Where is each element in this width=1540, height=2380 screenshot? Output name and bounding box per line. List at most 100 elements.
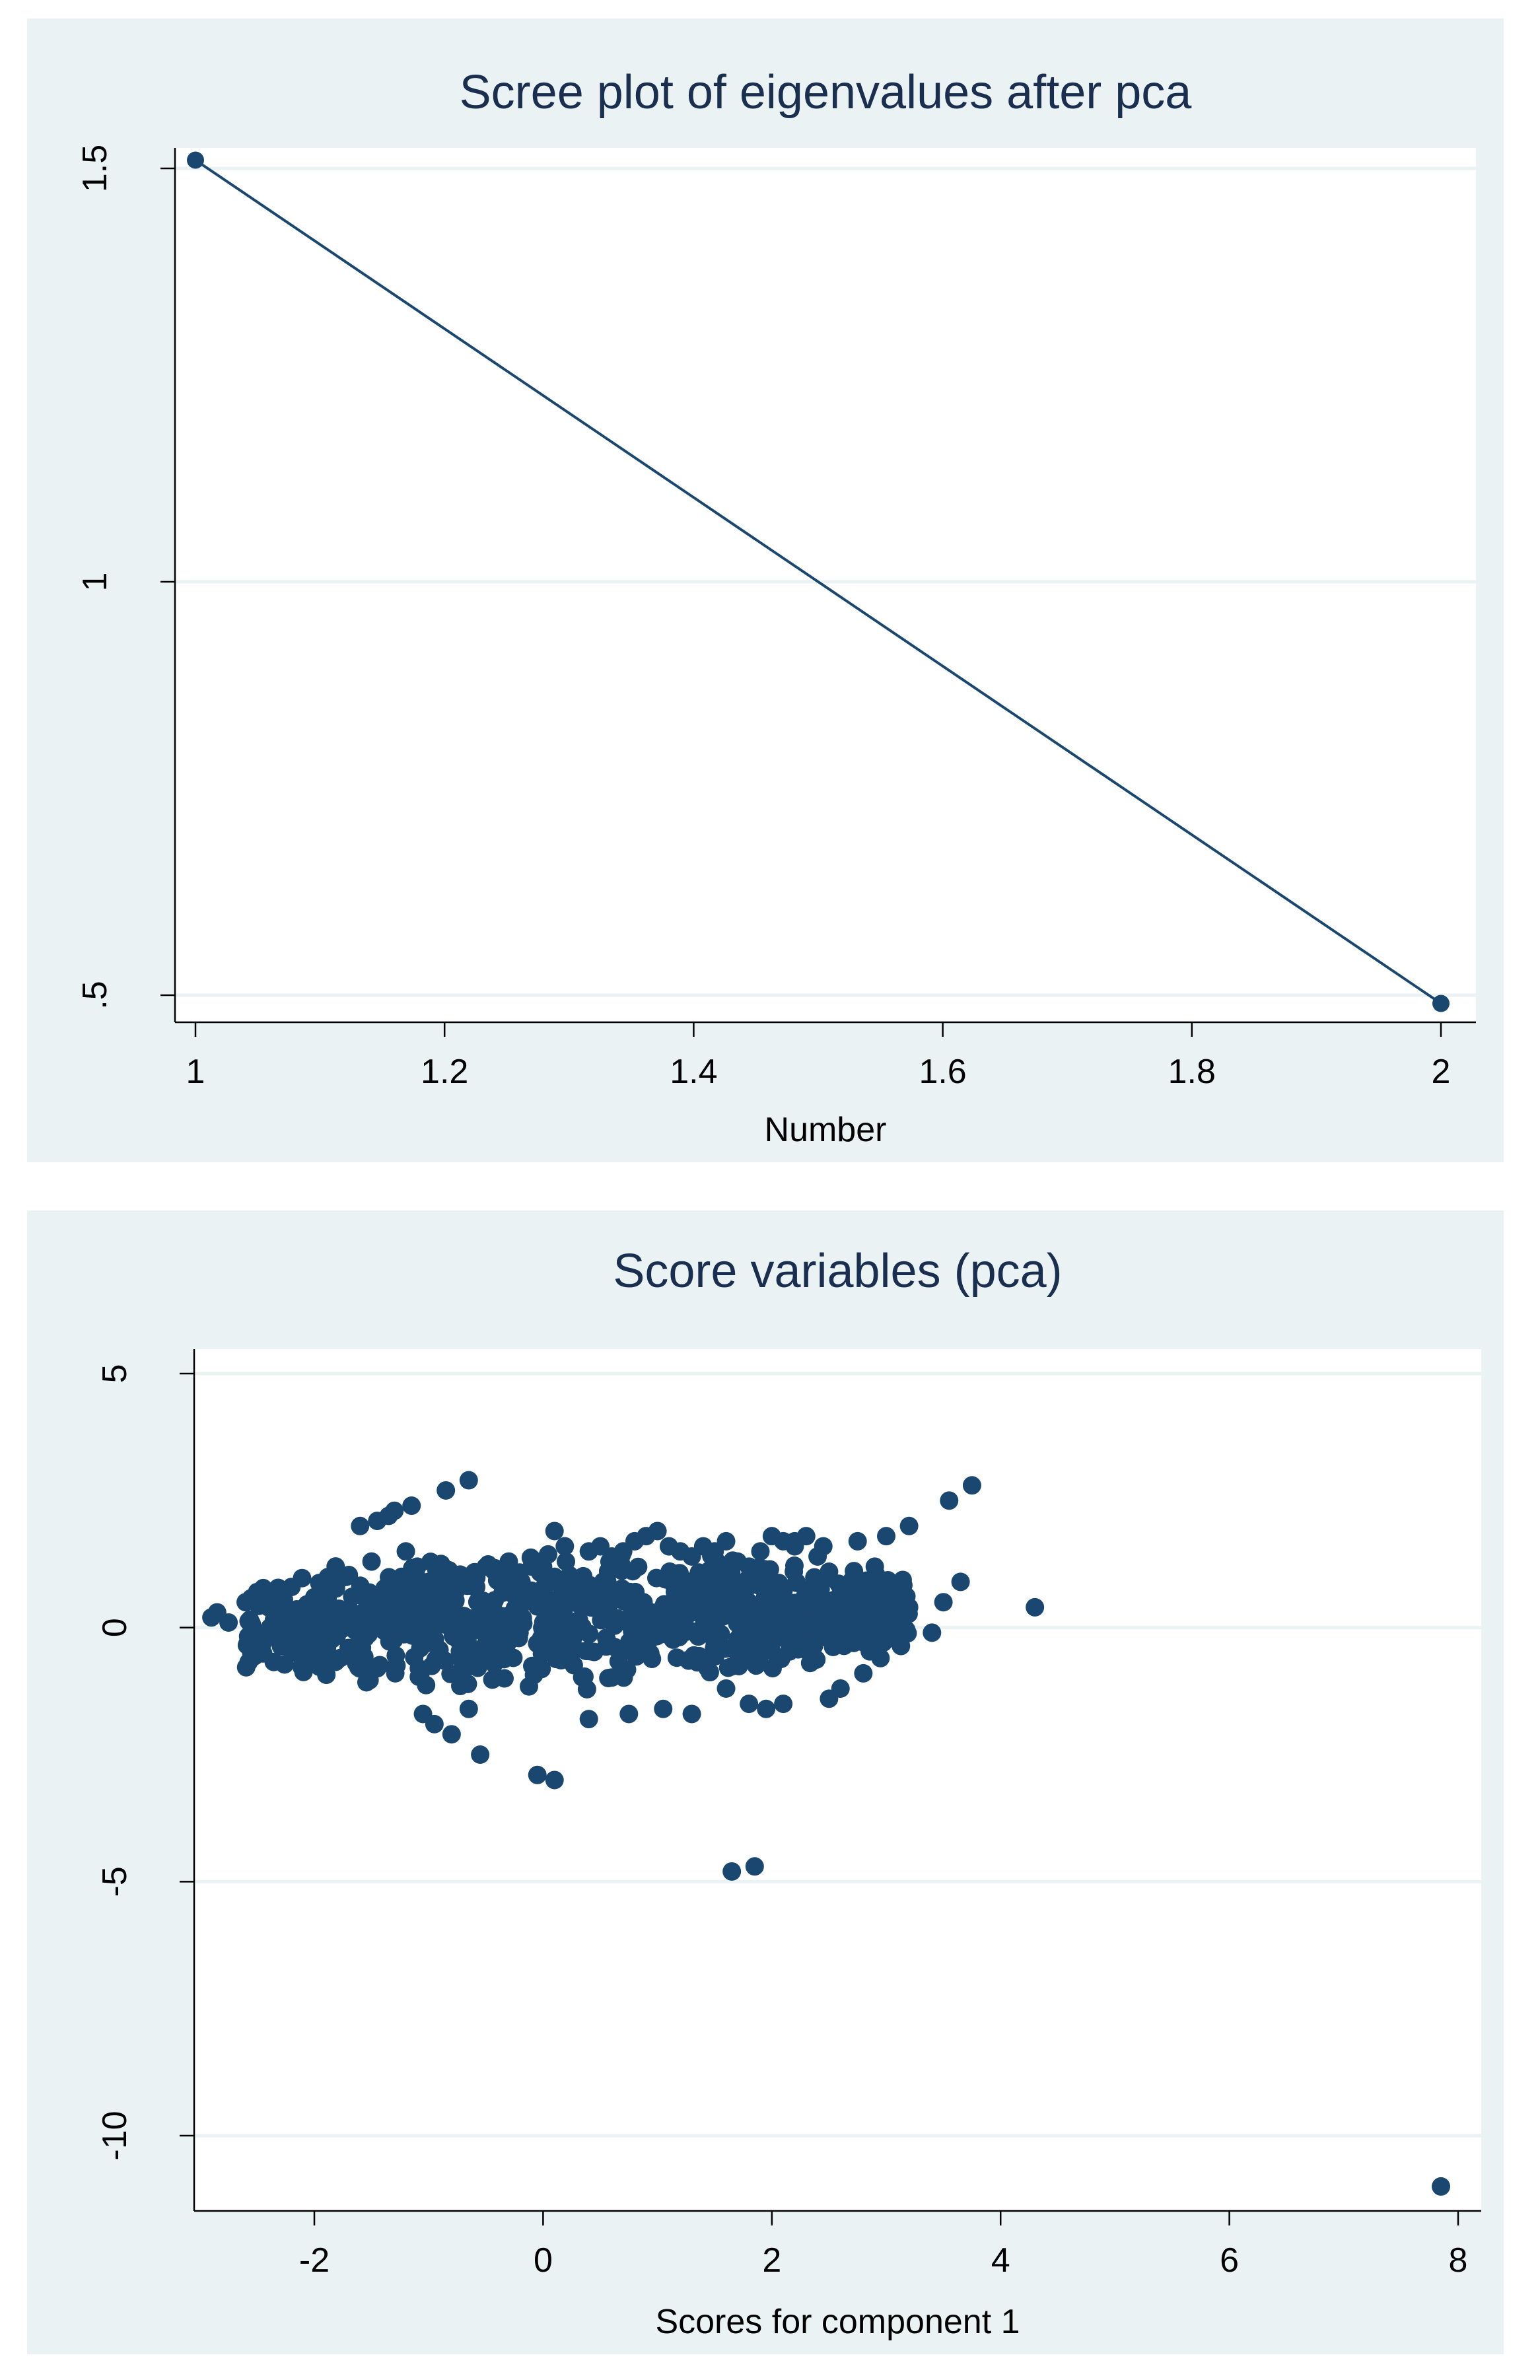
data-point xyxy=(187,151,204,169)
data-point xyxy=(892,1636,911,1656)
data-point xyxy=(686,1577,705,1596)
data-point xyxy=(248,1582,267,1601)
data-point xyxy=(575,1667,594,1686)
data-point xyxy=(357,1673,376,1692)
data-point xyxy=(820,1562,839,1582)
data-point xyxy=(755,1560,774,1579)
data-point xyxy=(745,1857,764,1876)
data-point xyxy=(321,1622,340,1641)
data-point xyxy=(962,1476,981,1495)
data-point xyxy=(923,1623,942,1642)
data-point xyxy=(572,1593,591,1613)
plot-area xyxy=(194,1349,1481,2211)
data-point xyxy=(385,1501,404,1520)
data-point xyxy=(275,1655,294,1674)
data-point xyxy=(248,1623,267,1642)
data-point xyxy=(705,1638,724,1658)
data-point xyxy=(951,1572,970,1592)
data-point xyxy=(723,1656,742,1675)
data-point xyxy=(553,1601,573,1620)
data-point xyxy=(466,1611,485,1630)
data-point xyxy=(351,1633,370,1652)
data-point xyxy=(899,1516,919,1535)
data-point xyxy=(458,1628,477,1647)
data-point xyxy=(853,1597,872,1617)
data-point xyxy=(757,1699,776,1718)
data-point xyxy=(717,1679,736,1698)
data-point xyxy=(774,1695,793,1714)
data-point xyxy=(649,1625,668,1644)
data-point xyxy=(343,1587,362,1606)
data-point xyxy=(419,1609,438,1628)
scree-plot-chart: .5 1 1.5 1 1.2 1.4 1.6 1.8 2 Scree plot of eigenv… xyxy=(76,66,1476,1149)
data-point xyxy=(622,1615,641,1634)
data-point xyxy=(485,1654,504,1673)
x-tick-label: 1.4 xyxy=(670,1053,717,1091)
data-point xyxy=(573,1617,592,1636)
data-point xyxy=(407,1557,427,1576)
data-point xyxy=(854,1572,873,1592)
data-point xyxy=(698,1591,717,1610)
data-point xyxy=(877,1527,895,1546)
data-point xyxy=(679,1650,698,1669)
data-point xyxy=(682,1704,701,1724)
data-point xyxy=(362,1552,381,1571)
data-point xyxy=(437,1481,456,1500)
score-scatter-chart: -10 -5 0 5 -2 0 2 4 6 8 Score variables (pca) Score… xyxy=(96,1245,1481,2341)
data-point xyxy=(665,1578,684,1597)
data-point xyxy=(629,1597,648,1616)
data-point xyxy=(785,1556,804,1575)
x-tick-label: 1.6 xyxy=(919,1053,966,1091)
data-point xyxy=(711,1625,730,1644)
data-point xyxy=(545,1770,564,1790)
data-point xyxy=(465,1578,484,1597)
score-plot-panel: -10 -5 0 5 -2 0 2 4 6 8 Score variables (pca) Score… xyxy=(27,1210,1504,2354)
data-point xyxy=(528,1765,547,1784)
data-point xyxy=(641,1644,660,1663)
data-point xyxy=(740,1695,759,1714)
data-point xyxy=(831,1679,850,1698)
data-point xyxy=(807,1650,826,1669)
data-point xyxy=(812,1602,831,1621)
data-point xyxy=(678,1595,697,1614)
x-tick-label: 1.8 xyxy=(1168,1053,1216,1091)
data-point xyxy=(1432,995,1450,1012)
scree-plot-panel: .5 1 1.5 1 1.2 1.4 1.6 1.8 2 Scree plot of eigenv… xyxy=(27,18,1504,1162)
data-point xyxy=(648,1522,667,1541)
data-point xyxy=(453,1652,472,1671)
data-point xyxy=(219,1613,238,1632)
data-point xyxy=(934,1593,953,1612)
data-point xyxy=(940,1491,959,1510)
y-tick-label: 5 xyxy=(96,1364,134,1383)
data-point xyxy=(600,1593,619,1613)
data-point xyxy=(785,1531,804,1551)
data-point xyxy=(545,1522,564,1541)
data-point xyxy=(347,1608,366,1627)
y-tick-label: -5 xyxy=(96,1866,134,1897)
data-point xyxy=(617,1640,637,1660)
x-tick-label: 1.2 xyxy=(421,1053,468,1091)
data-point xyxy=(540,1633,559,1652)
data-point xyxy=(282,1578,301,1597)
data-point xyxy=(328,1572,347,1592)
y-tick-label: 1 xyxy=(76,573,114,592)
data-point xyxy=(1026,1597,1045,1617)
data-point xyxy=(425,1714,444,1733)
data-point xyxy=(310,1657,329,1676)
data-point xyxy=(386,1646,405,1665)
data-point xyxy=(405,1648,424,1667)
data-point xyxy=(755,1617,774,1636)
data-point xyxy=(617,1660,637,1679)
y-tick-label: 1.5 xyxy=(76,145,114,192)
x-tick-label: 8 xyxy=(1449,2241,1468,2280)
data-point xyxy=(854,1663,873,1683)
data-point xyxy=(848,1531,867,1551)
data-point xyxy=(307,1643,326,1662)
data-point xyxy=(806,1619,825,1638)
data-point xyxy=(654,1699,673,1718)
y-tick-label: .5 xyxy=(76,981,114,1009)
data-point xyxy=(453,1667,472,1686)
data-point xyxy=(744,1633,763,1652)
chart-title: Score variables (pca) xyxy=(613,1245,1062,1298)
data-point xyxy=(1432,2177,1451,2196)
